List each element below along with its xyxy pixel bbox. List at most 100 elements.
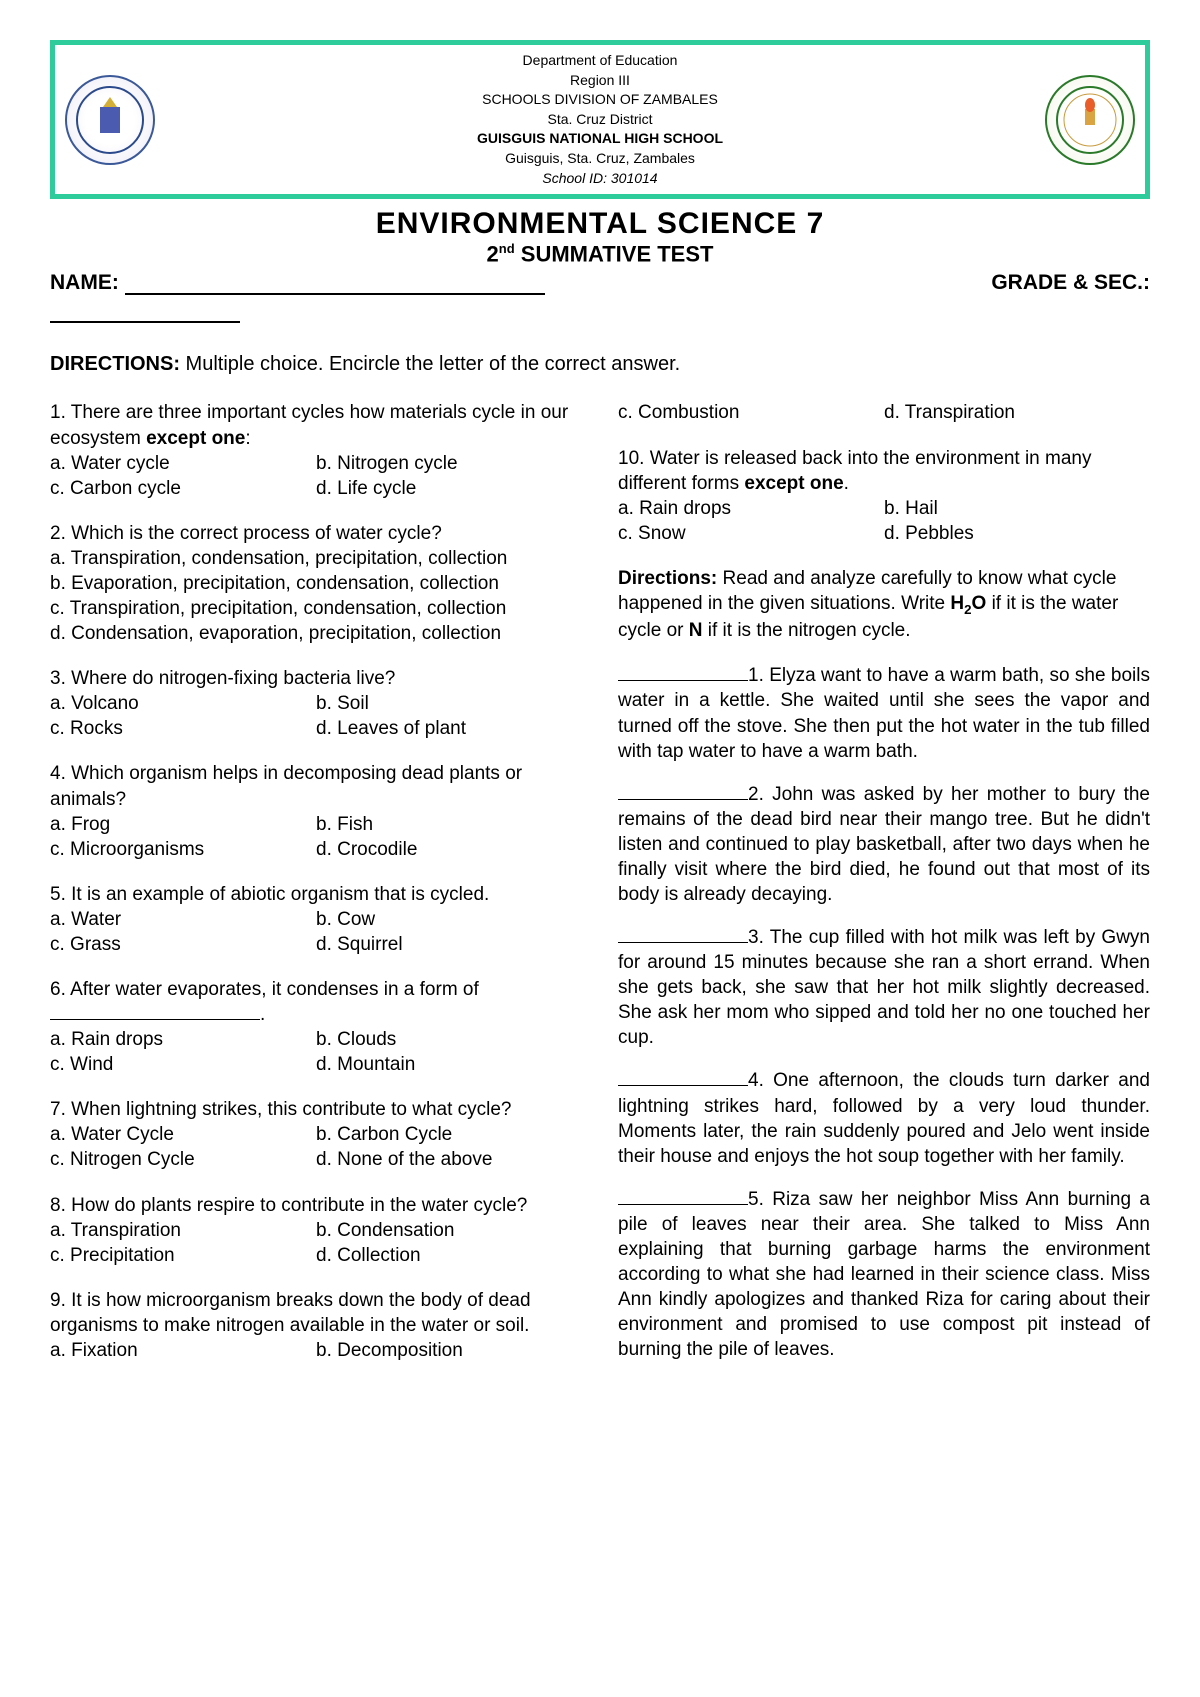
q6-text: 6. After water evaporates, it condenses … — [50, 979, 479, 1000]
q10-text: 10. Water is released back into the envi… — [618, 448, 1091, 494]
q2-opt-b: b. Evaporation, precipitation, condensat… — [50, 571, 582, 596]
s3-blank[interactable] — [618, 942, 748, 943]
h2o-h: H — [950, 593, 964, 614]
question-2: 2. Which is the correct process of water… — [50, 521, 582, 646]
s2-blank[interactable] — [618, 799, 748, 800]
q2-opt-d: d. Condensation, evaporation, precipitat… — [50, 621, 582, 646]
exam-title: ENVIRONMENTAL SCIENCE 7 — [50, 207, 1150, 241]
header-line: Region III — [477, 71, 723, 91]
q6-opt-a: a. Rain drops — [50, 1027, 316, 1052]
q6-opt-c: c. Wind — [50, 1052, 316, 1077]
h2o-2: 2 — [964, 602, 971, 617]
q1-opt-d: d. Life cycle — [316, 476, 582, 501]
q8-opt-c: c. Precipitation — [50, 1243, 316, 1268]
q4-opt-b: b. Fish — [316, 812, 582, 837]
q6-period: . — [260, 1004, 265, 1025]
q6-opt-d: d. Mountain — [316, 1052, 582, 1077]
q10-opt-c: c. Snow — [618, 521, 884, 546]
name-text: NAME: — [50, 271, 119, 294]
q9-opt-b: b. Decomposition — [316, 1338, 582, 1363]
q9-opt-d: d. Transpiration — [884, 400, 1150, 425]
q10-opt-b: b. Hail — [884, 496, 1150, 521]
q7-opt-d: d. None of the above — [316, 1147, 582, 1172]
dir2-label: Directions: — [618, 568, 717, 589]
s5-blank[interactable] — [618, 1204, 748, 1205]
q1-opt-b: b. Nitrogen cycle — [316, 451, 582, 476]
question-4: 4. Which organism helps in decomposing d… — [50, 761, 582, 861]
name-blank[interactable] — [125, 273, 545, 295]
q8-opt-d: d. Collection — [316, 1243, 582, 1268]
q4-text: 4. Which organism helps in decomposing d… — [50, 761, 582, 811]
situation-4: 4. One afternoon, the clouds turn darker… — [618, 1068, 1150, 1168]
question-5: 5. It is an example of abiotic organism … — [50, 882, 582, 957]
q1-opt-c: c. Carbon cycle — [50, 476, 316, 501]
q6-opt-b: b. Clouds — [316, 1027, 582, 1052]
q8-opt-a: a. Transpiration — [50, 1218, 316, 1243]
q7-text: 7. When lightning strikes, this contribu… — [50, 1097, 582, 1122]
h2o-o: O — [972, 593, 987, 614]
q1-text: 1. There are three important cycles how … — [50, 402, 568, 448]
s2-text: 2. John was asked by her mother to bury … — [618, 784, 1150, 905]
question-6: 6. After water evaporates, it condenses … — [50, 977, 582, 1077]
q1-bold: except one — [146, 428, 245, 449]
q4-opt-c: c. Microorganisms — [50, 837, 316, 862]
directions-label: DIRECTIONS: — [50, 353, 180, 375]
q2-opt-c: c. Transpiration, precipitation, condens… — [50, 596, 582, 621]
q3-text: 3. Where do nitrogen-fixing bacteria liv… — [50, 666, 582, 691]
q3-opt-b: b. Soil — [316, 691, 582, 716]
left-column: 1. There are three important cycles how … — [50, 400, 582, 1383]
directions: DIRECTIONS: Multiple choice. Encircle th… — [50, 353, 1150, 376]
q9-text: 9. It is how microorganism breaks down t… — [50, 1288, 582, 1338]
situation-5: 5. Riza saw her neighbor Miss Ann burnin… — [618, 1187, 1150, 1363]
q5-opt-d: d. Squirrel — [316, 932, 582, 957]
question-10: 10. Water is released back into the envi… — [618, 446, 1150, 546]
question-3: 3. Where do nitrogen-fixing bacteria liv… — [50, 666, 582, 741]
header-line: SCHOOLS DIVISION OF ZAMBALES — [477, 90, 723, 110]
q2-text: 2. Which is the correct process of water… — [50, 521, 582, 546]
header-line: Sta. Cruz District — [477, 110, 723, 130]
s1-blank[interactable] — [618, 680, 748, 681]
header-line: Department of Education — [477, 51, 723, 71]
deped-logo — [65, 75, 155, 165]
q1-opt-a: a. Water cycle — [50, 451, 316, 476]
grade-label: GRADE & SEC.: — [991, 271, 1150, 295]
q9-opt-a: a. Fixation — [50, 1338, 316, 1363]
s5-text: 5. Riza saw her neighbor Miss Ann burnin… — [618, 1189, 1150, 1360]
q8-text: 8. How do plants respire to contribute i… — [50, 1193, 582, 1218]
q7-opt-a: a. Water Cycle — [50, 1122, 316, 1147]
s3-text: 3. The cup filled with hot milk was left… — [618, 927, 1150, 1048]
situation-1: 1. Elyza want to have a warm bath, so sh… — [618, 663, 1150, 763]
q4-opt-a: a. Frog — [50, 812, 316, 837]
question-9-cont: c. Combustion d. Transpiration — [618, 400, 1150, 425]
letterhead-box: Department of Education Region III SCHOO… — [50, 40, 1150, 199]
q10-opt-d: d. Pebbles — [884, 521, 1150, 546]
question-1: 1. There are three important cycles how … — [50, 400, 582, 500]
q9-opt-c: c. Combustion — [618, 400, 884, 425]
q3-opt-c: c. Rocks — [50, 716, 316, 741]
sub-rest: SUMMATIVE TEST — [515, 241, 714, 266]
situation-3: 3. The cup filled with hot milk was left… — [618, 925, 1150, 1050]
q5-text: 5. It is an example of abiotic organism … — [50, 882, 582, 907]
dir2-c: if it is the nitrogen cycle. — [702, 620, 910, 641]
sub-num: 2 — [487, 241, 499, 266]
q4-opt-d: d. Crocodile — [316, 837, 582, 862]
question-9-partial: 9. It is how microorganism breaks down t… — [50, 1288, 582, 1363]
school-name: GUISGUIS NATIONAL HIGH SCHOOL — [477, 129, 723, 149]
q2-opt-a: a. Transpiration, condensation, precipit… — [50, 546, 582, 571]
name-grade-row: NAME: GRADE & SEC.: — [50, 271, 1150, 295]
school-logo — [1045, 75, 1135, 165]
q8-opt-b: b. Condensation — [316, 1218, 582, 1243]
grade-blank[interactable] — [50, 301, 240, 323]
directions-2: Directions: Read and analyze carefully t… — [618, 566, 1150, 644]
school-address: Guisguis, Sta. Cruz, Zambales — [477, 149, 723, 169]
q6-blank[interactable] — [50, 1004, 260, 1020]
right-column: c. Combustion d. Transpiration 10. Water… — [618, 400, 1150, 1383]
sub-ord: nd — [499, 241, 515, 256]
question-8: 8. How do plants respire to contribute i… — [50, 1193, 582, 1268]
q10-opt-a: a. Rain drops — [618, 496, 884, 521]
exam-subtitle: 2nd SUMMATIVE TEST — [50, 241, 1150, 267]
s4-blank[interactable] — [618, 1085, 748, 1086]
question-7: 7. When lightning strikes, this contribu… — [50, 1097, 582, 1172]
question-columns: 1. There are three important cycles how … — [50, 400, 1150, 1383]
q7-opt-b: b. Carbon Cycle — [316, 1122, 582, 1147]
